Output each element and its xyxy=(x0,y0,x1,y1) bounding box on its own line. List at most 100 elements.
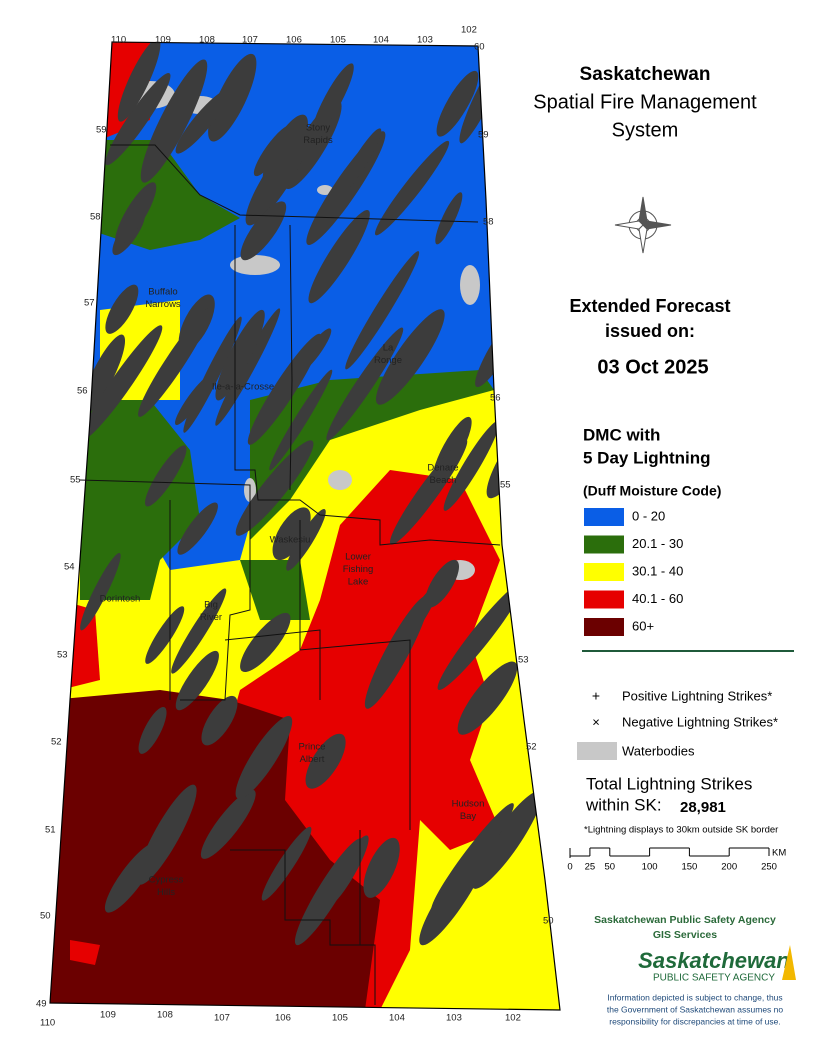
zone xyxy=(240,560,310,620)
graticule-label: 60 xyxy=(474,42,485,53)
lightning-cluster xyxy=(297,328,332,374)
side-panel: Saskatchewan Spatial Fire Management Sys… xyxy=(533,64,796,1026)
lightning-cluster xyxy=(326,327,404,441)
lightning-cluster xyxy=(389,439,468,545)
lightning-cluster xyxy=(175,650,219,711)
legend-swatch xyxy=(584,590,624,609)
lightning-cluster xyxy=(269,369,333,471)
lightning-cluster xyxy=(117,42,161,122)
lightning-cluster xyxy=(208,53,257,142)
lightning-cluster xyxy=(115,182,157,246)
legend-label: 0 - 20 xyxy=(632,508,665,523)
graticule-label: 106 xyxy=(286,35,302,46)
legend-title: 5 Day Lightning xyxy=(583,448,711,467)
lightning-cluster xyxy=(261,826,312,901)
zone xyxy=(70,940,100,965)
admin-boundaries xyxy=(79,144,501,1005)
lightning-cluster xyxy=(305,733,346,789)
lightning-cluster xyxy=(286,509,326,571)
graticule-label: 58 xyxy=(90,212,101,223)
graticule-label: 110 xyxy=(111,35,126,46)
province-border xyxy=(49,41,561,1011)
place-label: Dorintosh xyxy=(100,594,141,605)
scale-unit: KM xyxy=(772,848,786,859)
lightning-cluster xyxy=(200,789,256,859)
waterbody-swatch xyxy=(577,742,617,760)
graticule-label: 105 xyxy=(330,35,346,46)
lightning-cluster xyxy=(308,210,370,304)
legend-label: 60+ xyxy=(632,618,654,633)
graticule-label: 58 xyxy=(483,217,494,228)
place-label: Ile-a-la-Crosse xyxy=(212,382,274,393)
graticule-label: 53 xyxy=(57,650,68,661)
graticule-label: 102 xyxy=(461,25,477,36)
graticule-label: 109 xyxy=(155,35,171,46)
lightning-cluster xyxy=(140,59,208,183)
lightning-cluster xyxy=(81,325,163,440)
lightning-cluster xyxy=(312,63,354,137)
graticule-label: 50 xyxy=(40,911,51,922)
lightning-cluster xyxy=(345,251,420,370)
disclaimer: the Government of Saskatchewan assumes n… xyxy=(607,1004,784,1014)
lightning-cluster xyxy=(138,706,167,754)
title: System xyxy=(612,119,679,141)
lightning-cluster xyxy=(175,90,230,154)
legend-swatch xyxy=(584,563,624,581)
place-label: Waskesiu xyxy=(270,535,311,546)
lightning-cluster xyxy=(145,606,185,664)
legend-title: DMC with xyxy=(583,425,660,444)
graticule-label: 109 xyxy=(100,1010,116,1021)
graticule-label: 54 xyxy=(64,562,75,573)
logo-mark xyxy=(782,945,796,980)
zone xyxy=(90,42,494,570)
lightning-cluster xyxy=(457,661,518,735)
map xyxy=(50,42,560,1010)
logo-subtitle: PUBLIC SAFETY AGENCY xyxy=(653,973,775,984)
total-label: within SK: xyxy=(585,795,662,814)
place-label: Stony xyxy=(306,123,331,134)
lightning-cluster xyxy=(215,309,265,401)
disclaimer: responsibility for discrepancies at time… xyxy=(609,1016,781,1026)
scale-bar: 0 25 50 100 150 200 250 KM xyxy=(567,847,786,873)
lightning-cluster xyxy=(240,612,291,673)
graticule-label: 59 xyxy=(478,130,489,141)
graticule-label: 52 xyxy=(526,742,537,753)
place-label: Buffalo xyxy=(148,287,177,298)
graticule-label: 57 xyxy=(84,298,95,309)
place-label: Fishing xyxy=(343,564,374,575)
lightning-cluster xyxy=(437,581,524,690)
graticule-label: 55 xyxy=(500,480,511,491)
place-label: Lake xyxy=(348,577,369,588)
graticule-label: 59 xyxy=(96,125,107,136)
lightning-cluster xyxy=(471,791,542,889)
legend-label: Negative Lightning Strikes* xyxy=(622,714,778,729)
scale-label: 150 xyxy=(681,862,697,873)
legend-swatch xyxy=(584,508,624,526)
place-label: Narrows xyxy=(145,299,181,310)
scale-label: 250 xyxy=(761,862,777,873)
scale-label: 25 xyxy=(585,862,596,873)
graticule-label: 50 xyxy=(543,916,554,927)
graticule-label: 56 xyxy=(490,393,501,404)
graticule-label: 110 xyxy=(40,1018,55,1029)
legend-label: Waterbodies xyxy=(622,743,695,758)
lightning-cluster xyxy=(105,73,171,166)
title: Saskatchewan xyxy=(580,64,711,85)
scale-label: 50 xyxy=(605,862,616,873)
place-label: Hudson xyxy=(452,799,485,810)
logo-name: Saskatchewan xyxy=(638,948,790,973)
place-label: Cypress xyxy=(149,875,184,886)
agency-unit: GIS Services xyxy=(653,929,717,941)
place-label: Ronge xyxy=(374,355,402,366)
total-label: Total Lightning Strikes xyxy=(586,774,752,793)
place-label: Lower xyxy=(345,552,371,563)
place-label: Rapids xyxy=(303,135,333,146)
negative-symbol: × xyxy=(592,714,600,729)
lightning-cluster xyxy=(105,284,139,334)
lightning-cluster xyxy=(201,695,238,746)
graticule-label: 107 xyxy=(242,35,258,46)
legend-label: 30.1 - 40 xyxy=(632,563,683,578)
graticule-label: 49 xyxy=(36,999,47,1010)
place-label: River xyxy=(200,612,222,623)
